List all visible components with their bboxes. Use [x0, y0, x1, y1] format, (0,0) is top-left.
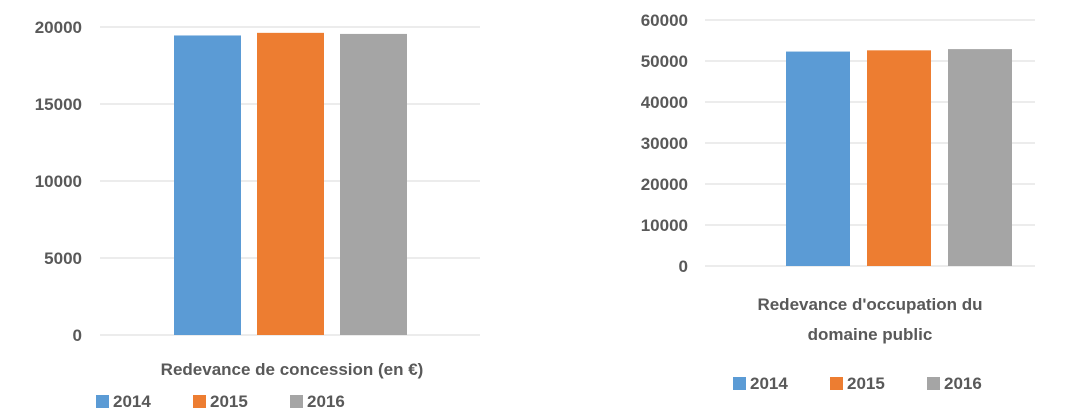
y-tick-label: 20000	[35, 18, 82, 37]
y-tick-label: 60000	[641, 11, 688, 30]
chart2-bars	[786, 49, 1012, 267]
chart1-category-label: Redevance de concession (en €)	[161, 360, 424, 379]
chart2-category-label-line1: Redevance d'occupation du	[757, 295, 982, 314]
y-tick-label: 0	[679, 257, 688, 276]
chart1-legend: 2014 2015 2016	[96, 392, 345, 411]
y-tick-label: 40000	[641, 93, 688, 112]
chart-redevance-concession: 0 5000 10000 15000 20000 Redevance de conces…	[35, 18, 480, 411]
legend-label-2015: 2015	[210, 392, 248, 411]
chart2-category-label-line2: domaine public	[808, 325, 933, 344]
legend-swatch-2014	[96, 395, 109, 408]
legend-label-2014: 2014	[113, 392, 151, 411]
legend-swatch-2015	[193, 395, 206, 408]
y-tick-label: 50000	[641, 52, 688, 71]
legend-label-2014: 2014	[750, 374, 788, 393]
y-tick-label: 30000	[641, 134, 688, 153]
y-tick-label: 0	[73, 326, 82, 345]
y-tick-label: 15000	[35, 95, 82, 114]
bar-2014	[174, 35, 241, 335]
chart2-legend: 2014 2015 2016	[733, 374, 982, 393]
bar-2015	[867, 50, 931, 267]
chart2-y-axis: 0 10000 20000 30000 40000 50000 60000	[641, 11, 688, 276]
chart1-bars	[174, 32, 407, 336]
legend-swatch-2014	[733, 377, 746, 390]
legend-swatch-2016	[927, 377, 940, 390]
chart-redevance-occupation: 0 10000 20000 30000 40000 50000 60000 Redevanc…	[641, 11, 1035, 393]
legend-label-2015: 2015	[847, 374, 885, 393]
bar-2014	[786, 51, 850, 266]
legend-swatch-2015	[830, 377, 843, 390]
y-tick-label: 10000	[35, 172, 82, 191]
bar-2016	[340, 33, 407, 336]
y-tick-label: 5000	[44, 249, 82, 268]
bar-2016	[948, 49, 1012, 266]
legend-label-2016: 2016	[944, 374, 982, 393]
chart1-y-axis: 0 5000 10000 15000 20000	[35, 18, 82, 345]
y-tick-label: 20000	[641, 175, 688, 194]
legend-label-2016: 2016	[307, 392, 345, 411]
legend-swatch-2016	[290, 395, 303, 408]
bar-2015	[257, 32, 324, 336]
y-tick-label: 10000	[641, 216, 688, 235]
